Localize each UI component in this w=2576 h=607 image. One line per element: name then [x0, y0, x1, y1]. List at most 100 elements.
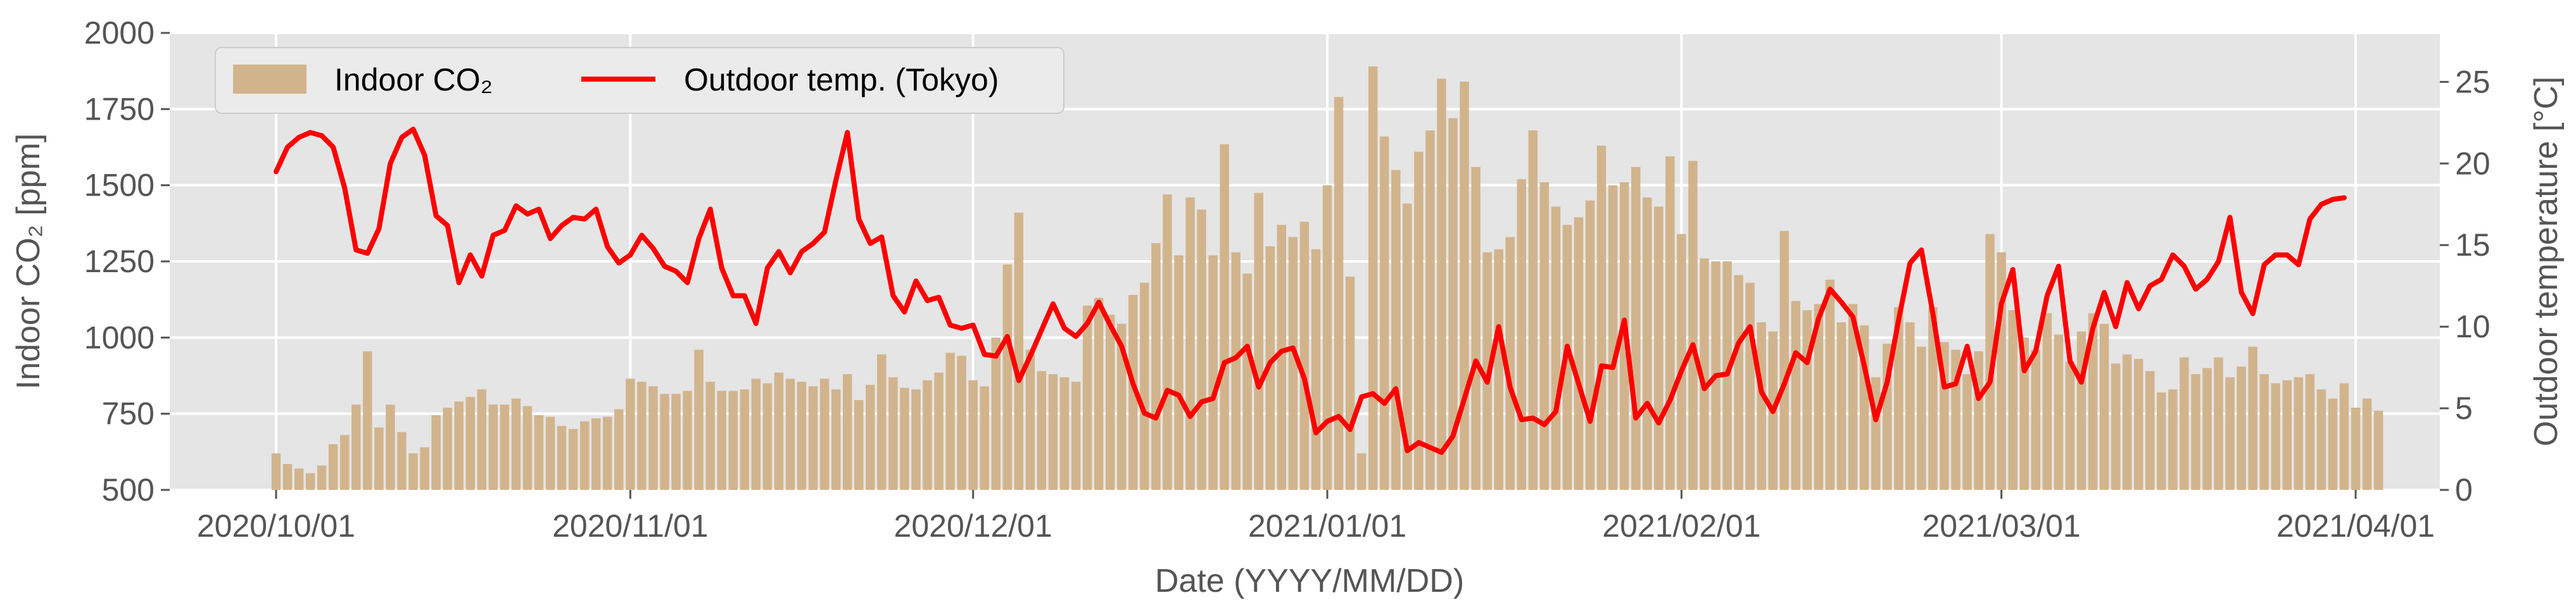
co2-bar [1174, 255, 1184, 490]
co2-bar [831, 389, 841, 490]
co2-bar [1334, 97, 1344, 490]
co2-bar [2180, 357, 2189, 490]
co2-bar [751, 379, 761, 490]
co2-bar [1734, 275, 1743, 490]
co2-bar [1140, 282, 1149, 490]
co2-bar [1791, 301, 1801, 490]
co2-bar [443, 408, 452, 490]
co2-bar [991, 337, 1001, 490]
co2-bar [1391, 170, 1401, 490]
co2-bar [785, 379, 795, 490]
co2-bar [671, 394, 681, 490]
y-left-tick-label: 1000 [84, 320, 155, 355]
co2-bar [351, 404, 361, 490]
co2-bar [1231, 252, 1241, 490]
co2-bar [614, 409, 624, 490]
co2-bar [2145, 371, 2155, 490]
co2-bar [980, 386, 989, 490]
co2-bar [660, 394, 669, 490]
co2-bar [2122, 354, 2132, 490]
co2-bar [545, 416, 555, 490]
co2-bar [1528, 130, 1538, 490]
co2-bar [1322, 185, 1332, 490]
y-right-tick-label: 10 [2455, 309, 2491, 344]
co2-bar [1059, 377, 1070, 490]
co2-bar [454, 401, 464, 490]
co2-bar [1380, 136, 1389, 491]
co2-bar [1071, 382, 1081, 490]
co2-bar [1700, 258, 1709, 490]
co2-bar [774, 372, 784, 490]
co2-bar [431, 415, 441, 490]
co2-bar [1014, 212, 1024, 490]
x-tick-label: 2021/03/01 [1923, 508, 2081, 544]
co2-bar [2305, 374, 2315, 490]
co2-bar [1894, 307, 1904, 490]
co2-bar [579, 421, 590, 490]
co2-bar [1220, 144, 1229, 491]
co2-bar [648, 386, 658, 490]
co2-bar [1151, 243, 1161, 490]
co2-bar [911, 389, 921, 490]
co2-bar [762, 383, 773, 490]
co2-bar [340, 435, 350, 490]
co2-bar [1745, 282, 1755, 490]
co2-bar [923, 380, 932, 490]
co2-bar [2294, 377, 2303, 490]
co2-bar [1105, 315, 1115, 490]
co2-bar [1208, 255, 1218, 490]
legend-label-indoor-co2: Indoor CO₂ [334, 62, 493, 97]
co2-bar [1288, 237, 1298, 490]
co2-bar [1585, 200, 1595, 490]
co2-bar [1471, 166, 1481, 490]
co2-bar [1002, 264, 1013, 490]
co2-bar [1414, 151, 1424, 491]
co2-bar [957, 356, 966, 490]
co2-bar [271, 453, 281, 490]
co2-bar [866, 384, 875, 490]
co2-bar [626, 379, 635, 490]
y-left-tick-label: 1750 [84, 91, 155, 127]
co2-bar [854, 400, 864, 490]
y-axis-right-label: Outdoor temperature [°C] [2528, 77, 2565, 446]
co2-bar [1688, 161, 1698, 490]
co2-bar [522, 406, 533, 490]
y-left-tick-label: 500 [102, 472, 155, 508]
legend-label-outdoor-temp: Outdoor temp. (Tokyo) [684, 62, 999, 97]
co2-bar [1494, 249, 1503, 490]
co2-bar [2168, 389, 2178, 490]
co2-bar [1025, 349, 1035, 490]
co2-bar [2362, 398, 2372, 490]
co2-bar [1905, 322, 1915, 490]
co2-bar [1917, 346, 1926, 490]
co2-bar [500, 404, 510, 490]
co2-bar [1631, 166, 1641, 490]
co2-bars [271, 66, 2383, 491]
co2-bar [1551, 206, 1561, 490]
co2-bar [2237, 366, 2246, 490]
y-right-tick-label: 20 [2455, 146, 2491, 181]
y-left-tick-label: 750 [102, 396, 155, 432]
x-tick-label: 2020/12/01 [894, 508, 1052, 544]
co2-bar [1608, 185, 1618, 490]
co2-bar [2099, 323, 2109, 490]
co2-bar [2339, 383, 2349, 490]
co2-bar [2088, 313, 2098, 490]
co2-bar [1654, 206, 1664, 490]
co2-bar [1985, 234, 1995, 490]
co2-bar [603, 416, 612, 490]
co2-bar [1356, 453, 1367, 490]
co2-bar [1505, 237, 1515, 490]
co2-bar [363, 351, 372, 490]
co2-bar [1082, 305, 1092, 490]
axes: 500 750 1000 1250 1500 1750 2000 0 5 10 15 20 25 2020… [84, 15, 2491, 544]
co2-bar [2316, 389, 2327, 490]
co2-bar [1962, 374, 1972, 490]
x-tick-label: 2021/04/01 [2276, 508, 2435, 544]
y-right-tick-label: 25 [2455, 64, 2491, 99]
temperature-line-layer [274, 127, 2347, 455]
co2-bar [1928, 307, 1938, 490]
co2-bar [282, 464, 293, 490]
co2-bar [2328, 398, 2338, 490]
